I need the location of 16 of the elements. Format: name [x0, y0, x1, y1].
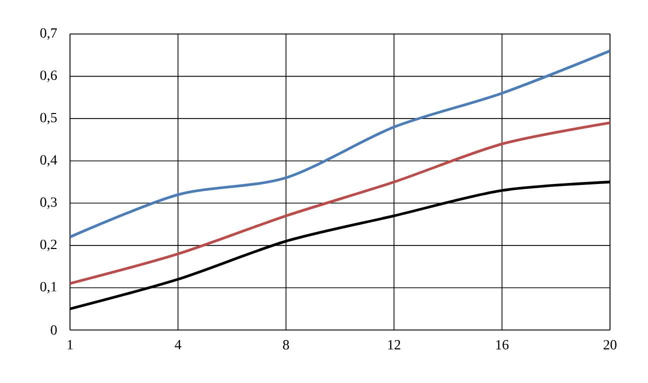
line-series: [70, 121, 610, 285]
y-tick-label: 0,4: [40, 155, 58, 167]
y-tick-label: 0: [50, 325, 57, 335]
x-tick-label: 20: [604, 340, 616, 350]
x-tick-label: 4: [174, 340, 182, 350]
y-tick-label: 0,3: [40, 197, 57, 209]
x-tick-label: 12: [388, 340, 400, 350]
y-tick-label: 0,7: [40, 28, 57, 40]
x-tick-label: 16: [496, 340, 509, 350]
y-tick-label: 0,6: [40, 70, 57, 82]
y-tick-label: 0,1: [40, 282, 56, 294]
x-tick-label: 1: [68, 340, 73, 350]
y-tick-label: 0,5: [40, 112, 57, 124]
y-tick-label: 0,2: [40, 240, 57, 252]
x-tick-label: 8: [283, 340, 289, 350]
line-series: [70, 50, 610, 238]
